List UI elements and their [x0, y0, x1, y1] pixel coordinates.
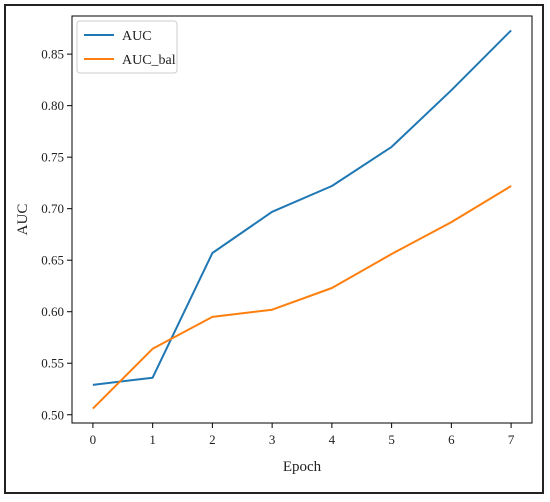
legend-label-auc-bal: AUC_bal	[122, 53, 176, 68]
x-tick-label: 0	[90, 432, 97, 447]
x-axis-ticks: 0 1 2 3 4 5 6 7	[90, 423, 515, 447]
x-tick-label: 6	[448, 432, 455, 447]
y-tick-label: 0.75	[41, 150, 64, 165]
legend-label-auc: AUC	[122, 29, 152, 44]
y-tick-label: 0.50	[41, 407, 64, 422]
x-tick-label: 7	[508, 432, 515, 447]
y-axis-ticks: 0.50 0.55 0.60 0.65 0.70 0.75 0.80 0.85	[41, 47, 72, 422]
x-tick-label: 5	[388, 432, 395, 447]
plot-area	[71, 15, 533, 424]
series-line-auc-bal	[92, 185, 512, 410]
y-tick-label: 0.65	[41, 253, 64, 268]
y-tick-label: 0.55	[41, 356, 64, 371]
y-tick-label: 0.60	[41, 304, 64, 319]
x-tick-label: 4	[329, 432, 336, 447]
figure-frame	[4, 4, 544, 494]
y-axis-label: AUC	[15, 204, 31, 236]
x-tick-label: 3	[269, 432, 276, 447]
x-tick-label: 2	[209, 432, 216, 447]
y-tick-label: 0.85	[41, 47, 64, 62]
x-tick-label: 1	[149, 432, 156, 447]
y-tick-label: 0.80	[41, 98, 64, 113]
legend: AUC AUC_bal	[76, 20, 178, 74]
y-tick-label: 0.70	[41, 201, 64, 216]
axes-box	[71, 15, 533, 424]
series-line-auc	[92, 29, 512, 386]
series-lines	[92, 29, 512, 410]
x-axis-label: Epoch	[283, 459, 322, 475]
